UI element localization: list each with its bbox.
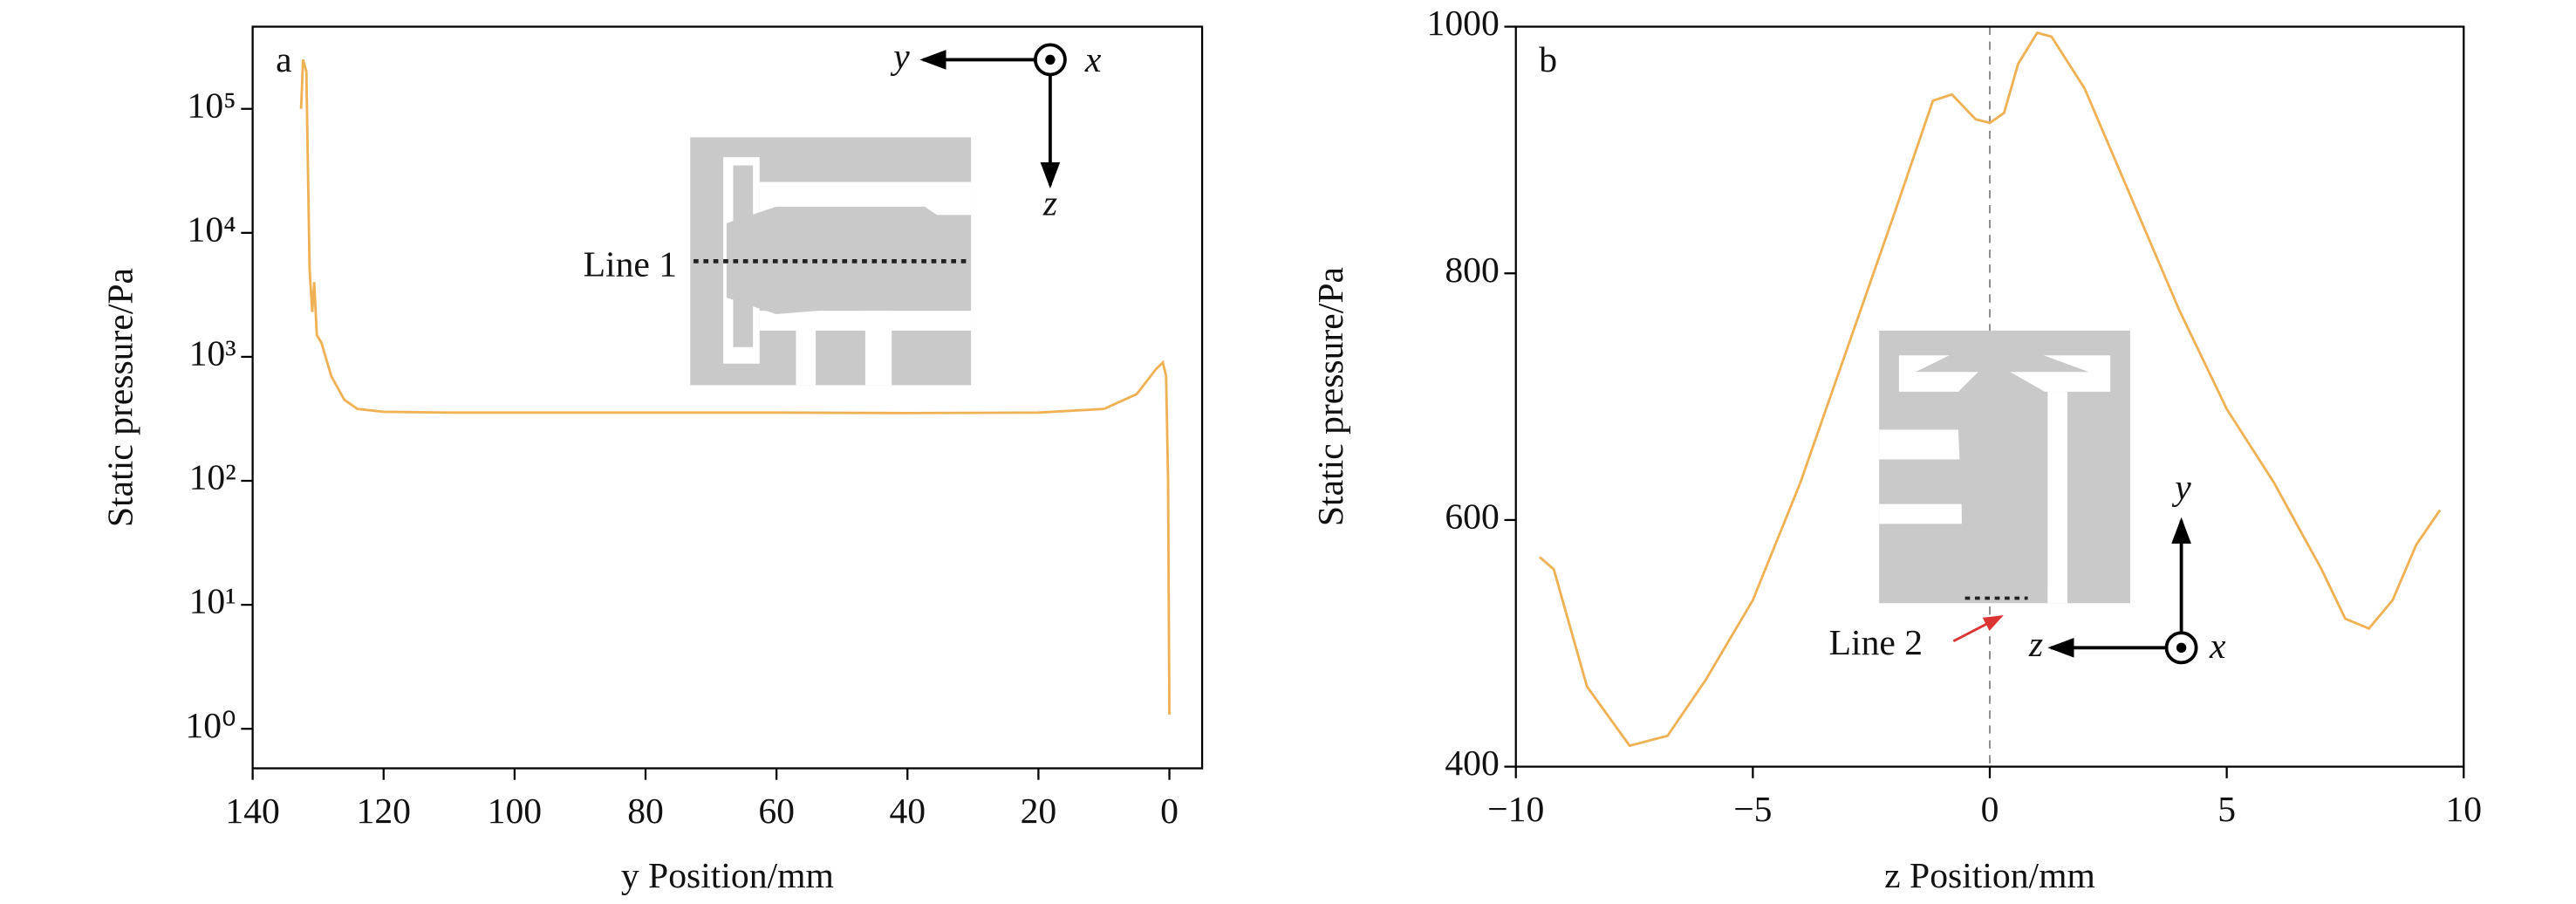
inset-b: z x y Line 2 (1829, 330, 2226, 667)
y-tick-label: 10¹ (189, 582, 236, 622)
axis-glyph-label: z (2028, 625, 2043, 665)
x-tick-label: 60 (758, 791, 795, 832)
y-tick-label: 600 (1445, 497, 1499, 537)
x-tick-label: 10 (2445, 790, 2482, 830)
axis-glyph-label: y (890, 37, 910, 77)
axis-glyph-label: z (1042, 183, 1057, 223)
axis-glyph-label: y (2171, 468, 2191, 508)
x-tick-label: 100 (488, 791, 542, 832)
x-tick-label: 0 (1981, 790, 1999, 830)
x-tick-label: −10 (1487, 790, 1544, 830)
inset-a: y x z Line 1 (584, 37, 1102, 386)
data-line (299, 58, 1171, 716)
x-tick-label: 120 (357, 791, 411, 832)
chart-panel: 140 120 100 80 60 40 20 0 10⁰ 10¹ 10² 10³ 10⁴ 10⁵ a Sta… (101, 25, 1204, 896)
line-label: Line 2 (1829, 623, 1923, 663)
panel-label: b (1539, 40, 1557, 80)
x-axis-label: y Position/mm (621, 856, 834, 896)
x-tick-label: −5 (1733, 790, 1772, 830)
data-line (1538, 31, 2442, 748)
y-axis-label: Static pressure/Pa (1311, 267, 1351, 526)
x-tick-label: 80 (627, 791, 664, 832)
axis-glyph-label: x (2209, 627, 2226, 667)
y-tick-label: 800 (1445, 250, 1499, 291)
panel-label: a (276, 40, 291, 80)
y-tick-label: 1000 (1427, 3, 1500, 44)
y-tick-label: 10³ (189, 333, 236, 373)
y-tick-label: 10⁴ (188, 209, 236, 250)
y-tick-label: 400 (1445, 743, 1499, 784)
x-tick-label: 140 (225, 791, 279, 832)
chart-panel: −10 −5 0 5 10 400 600 800 1000 b Static pressure/P… (1311, 3, 2482, 896)
plot-frame (251, 25, 1204, 770)
y-tick-label: 10⁵ (188, 86, 236, 126)
x-tick-label: 5 (2217, 790, 2236, 830)
y-tick-label: 10⁰ (185, 706, 236, 746)
x-tick-label: 20 (1021, 791, 1057, 832)
x-tick-label: 0 (1160, 791, 1179, 832)
x-tick-label: 40 (889, 791, 926, 832)
axis-glyph-label: x (1084, 40, 1102, 80)
y-axis-label: Static pressure/Pa (101, 268, 141, 527)
y-tick-label: 10² (189, 458, 236, 498)
x-axis-label: z Position/mm (1884, 856, 2095, 896)
line-label: Line 1 (584, 244, 678, 284)
